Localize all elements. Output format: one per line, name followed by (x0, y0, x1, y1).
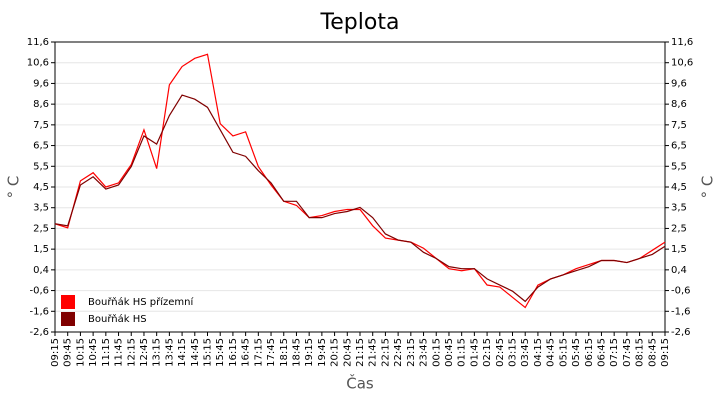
x-tick-label: 03:15 (508, 338, 519, 367)
y-tick-label: 11,6 (27, 37, 49, 48)
y-tick-label: -1,6 (29, 306, 49, 317)
x-tick-label: 12:15 (126, 338, 137, 367)
x-tick-label: 03:45 (520, 338, 531, 367)
x-tick-label: 17:15 (253, 338, 264, 367)
x-tick-label: 16:45 (241, 338, 252, 367)
y2-tick-label: -0,6 (671, 286, 691, 297)
y-tick-label: 5,5 (33, 161, 49, 172)
y-tick-label: 8,6 (33, 99, 49, 110)
x-tick-label: 13:45 (164, 338, 175, 367)
y2-tick-label: -1,6 (671, 306, 691, 317)
x-tick-label: 21:15 (355, 338, 366, 367)
y2-axis-label: ° C (699, 176, 717, 199)
y2-tick-label: 8,6 (671, 99, 687, 110)
y2-tick-label: 3,5 (671, 203, 687, 214)
y-axis-label: ° C (5, 176, 23, 199)
y2-tick-label: 0,4 (671, 265, 687, 276)
x-tick-label: 14:45 (190, 338, 201, 367)
y-tick-label: 10,6 (27, 58, 49, 69)
y-tick-label: -2,6 (29, 327, 49, 338)
x-tick-label: 22:15 (380, 338, 391, 367)
y2-tick-label: 1,5 (671, 244, 687, 255)
x-tick-label: 06:15 (584, 338, 595, 367)
x-tick-label: 23:45 (419, 338, 430, 367)
y2-tick-label: 11,6 (671, 37, 693, 48)
x-tick-label: 22:45 (393, 338, 404, 367)
x-axis-label: Čas (346, 374, 374, 393)
y2-tick-label: 9,6 (671, 78, 687, 89)
x-tick-label: 07:15 (609, 338, 620, 367)
x-tick-label: 17:45 (266, 338, 277, 367)
x-tick-label: 01:15 (457, 338, 468, 367)
y2-tick-label: 7,5 (671, 120, 687, 131)
plot-frame (54, 41, 666, 333)
x-tick-label: 09:45 (63, 338, 74, 367)
series-line (54, 94, 666, 303)
y2-tick-label: 5,5 (671, 161, 687, 172)
x-tick-label: 02:45 (495, 338, 506, 367)
legend-label: Bouřňák HS (88, 313, 147, 325)
x-tick-label: 11:15 (101, 338, 112, 367)
x-tick-label: 20:15 (330, 338, 341, 367)
y-tick-label: 1,5 (33, 244, 49, 255)
x-tick-label: 04:15 (533, 338, 544, 367)
x-tick-label: 19:45 (317, 338, 328, 367)
y2-tick-label: 4,5 (671, 182, 687, 193)
x-tick-label: 09:15 (50, 338, 61, 367)
x-tick-label: 21:45 (368, 338, 379, 367)
x-tick-label: 11:45 (114, 338, 125, 367)
y-tick-label: 9,6 (33, 78, 49, 89)
x-tick-label: 16:15 (228, 338, 239, 367)
y2-tick-label: 6,5 (671, 141, 687, 152)
x-tick-label: 00:45 (444, 338, 455, 367)
x-tick-label: 20:45 (342, 338, 353, 367)
y2-tick-label: 2,5 (671, 223, 687, 234)
y2-tick-label: 10,6 (671, 58, 693, 69)
x-tick-label: 07:45 (622, 338, 633, 367)
x-tick-label: 00:15 (431, 338, 442, 367)
x-tick-label: 23:15 (406, 338, 417, 367)
x-tick-label: 06:45 (596, 338, 607, 367)
y2-tick-label: -2,6 (671, 327, 691, 338)
y-tick-label: 6,5 (33, 141, 49, 152)
x-tick-label: 18:15 (279, 338, 290, 367)
x-tick-label: 04:45 (546, 338, 557, 367)
x-tick-label: 14:15 (177, 338, 188, 367)
y-tick-label: 3,5 (33, 203, 49, 214)
legend-label: Bouřňák HS přízemní (88, 296, 194, 308)
chart-title: Teplota (320, 10, 400, 35)
x-tick-label: 15:15 (203, 338, 214, 367)
x-tick-label: 15:45 (215, 338, 226, 367)
x-tick-label: 05:15 (558, 338, 569, 367)
x-tick-label: 10:15 (75, 338, 86, 367)
y-tick-label: 7,5 (33, 120, 49, 131)
x-tick-label: 19:15 (304, 338, 315, 367)
y-tick-label: 4,5 (33, 182, 49, 193)
y-tick-label: 2,5 (33, 223, 49, 234)
x-tick-label: 13:15 (152, 338, 163, 367)
x-tick-label: 08:45 (647, 338, 658, 367)
y-tick-label: 0,4 (33, 265, 49, 276)
legend-swatch (61, 312, 75, 326)
x-tick-label: 08:15 (635, 338, 646, 367)
x-tick-label: 02:15 (482, 338, 493, 367)
y-tick-label: -0,6 (29, 286, 49, 297)
x-tick-label: 05:45 (571, 338, 582, 367)
x-tick-label: 10:45 (88, 338, 99, 367)
x-tick-label: 09:15 (660, 338, 671, 367)
x-tick-label: 18:45 (291, 338, 302, 367)
x-tick-label: 12:45 (139, 338, 150, 367)
legend-swatch (61, 295, 75, 309)
x-tick-label: 01:45 (469, 338, 480, 367)
